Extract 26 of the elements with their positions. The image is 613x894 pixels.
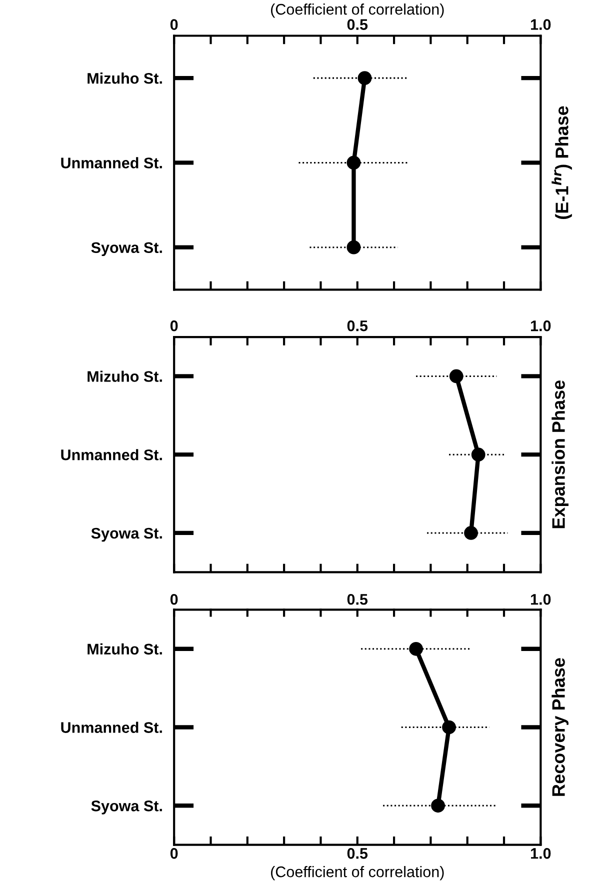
x-tick-label: 0 xyxy=(170,19,178,30)
x-tick-label: 0 xyxy=(170,848,178,859)
y-tick-label: Syowa St. xyxy=(91,528,162,542)
x2-tick-label: 0.5 xyxy=(347,594,368,605)
y-tick-label: Mizuho St. xyxy=(88,370,162,382)
x-tick-label: 0 xyxy=(170,320,178,332)
x2-tick-label: 0 xyxy=(170,594,178,605)
y-tick-label: Unmanned St. xyxy=(61,157,162,168)
x-tick-label: 0.5 xyxy=(347,320,368,332)
x-tick-label: 0.5 xyxy=(347,19,368,30)
x-tick-label: 1.0 xyxy=(531,19,551,30)
x-axis-title: (Coefficient of correlation) xyxy=(271,866,444,880)
x-axis-title: (Coefficient of correlation) xyxy=(271,4,444,18)
x2-tick-label: 1.0 xyxy=(531,594,551,605)
x-tick-label: 0.5 xyxy=(347,848,368,859)
y2-axis-title: Recovery Phase xyxy=(552,658,568,796)
y2-axis-title: (E-1$^{hr}$) Phase xyxy=(552,106,572,219)
y-tick-label: Syowa St. xyxy=(91,800,162,814)
x-tick-label: 1.0 xyxy=(531,320,551,332)
y-tick-label: Syowa St. xyxy=(91,242,162,256)
y-tick-label: Unmanned St. xyxy=(61,449,162,460)
y2-axis-title: Expansion Phase xyxy=(552,380,568,528)
y-tick-label: Mizuho St. xyxy=(88,643,162,655)
y-tick-label: Unmanned St. xyxy=(61,722,162,733)
x-tick-label: 1.0 xyxy=(531,848,551,859)
y-tick-label: Mizuho St. xyxy=(88,72,162,84)
